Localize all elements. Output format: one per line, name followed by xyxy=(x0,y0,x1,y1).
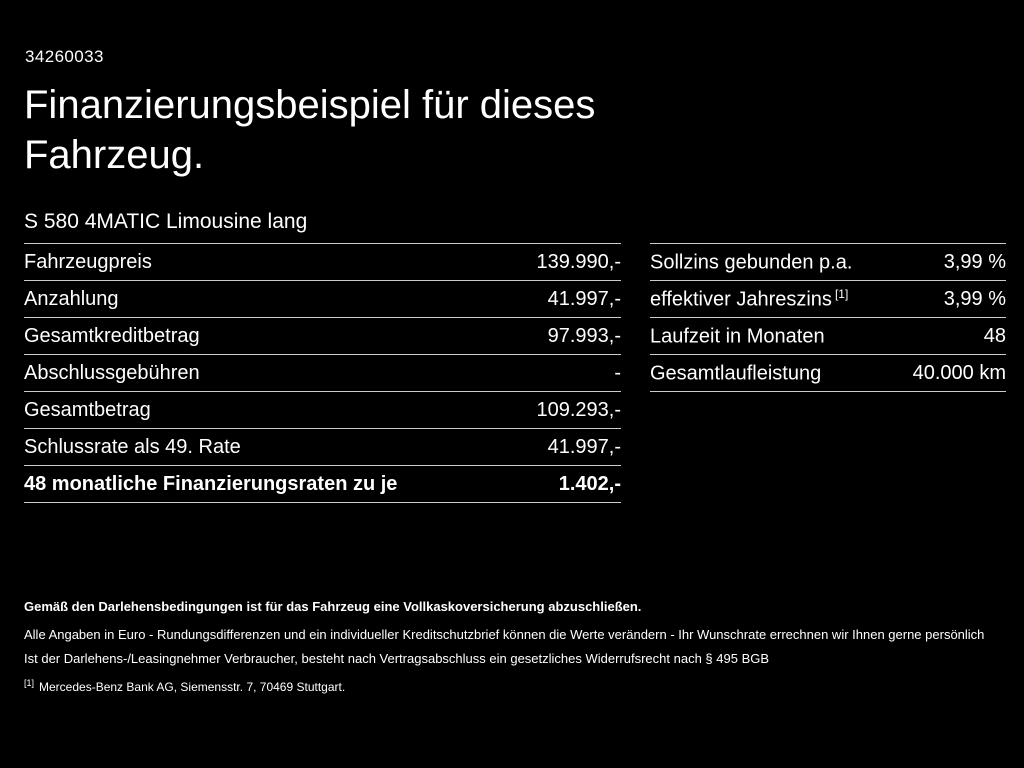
vehicle-model: S 580 4MATIC Limousine lang xyxy=(24,210,308,233)
row-value: 41.997,- xyxy=(547,435,621,458)
page-title: Finanzierungsbeispiel für dieses Fahrzeu… xyxy=(24,83,596,177)
table-row: Gesamtlaufleistung 40.000 km xyxy=(650,354,1006,391)
legal-footer: Gemäß den Darlehensbedingungen ist für d… xyxy=(24,599,1004,694)
table-row: Schlussrate als 49. Rate 41.997,- xyxy=(24,428,621,465)
table-row: Fahrzeugpreis 139.990,- xyxy=(24,243,621,280)
footnote-ref: [1] xyxy=(834,286,849,301)
row-label: Abschlussgebühren xyxy=(24,361,200,384)
row-value: 40.000 km xyxy=(912,361,1006,384)
row-label: 48 monatliche Finanzierungsraten zu je xyxy=(24,472,398,495)
table-row: Abschlussgebühren - xyxy=(24,354,621,391)
table-row-monthly-rate: 48 monatliche Finanzierungsraten zu je 1… xyxy=(24,465,621,502)
row-value: 48 xyxy=(983,324,1006,347)
row-value: 109.293,- xyxy=(536,398,621,421)
footnote-ref: [1] xyxy=(24,678,35,688)
row-label: Sollzins gebunden p.a. xyxy=(650,251,853,274)
financing-table-right: Sollzins gebunden p.a. 3,99 % effektiver… xyxy=(650,243,1006,392)
footer-bank-reference: [1] Mercedes-Benz Bank AG, Siemensstr. 7,… xyxy=(24,678,346,694)
table-row: Laufzeit in Monaten 48 xyxy=(650,317,1006,354)
row-value: 41.997,- xyxy=(547,287,621,310)
row-label: Fahrzeugpreis xyxy=(24,250,152,273)
row-label: effektiver Jahreszins [1] xyxy=(650,286,849,311)
row-value: 97.993,- xyxy=(547,324,621,347)
table-row: Gesamtkreditbetrag 97.993,- xyxy=(24,317,621,354)
row-label: Anzahlung xyxy=(24,287,119,310)
row-label: Gesamtlaufleistung xyxy=(650,362,822,385)
row-label: Schlussrate als 49. Rate xyxy=(24,435,241,458)
footer-disclaimer: Alle Angaben in Euro - Rundungsdifferenz… xyxy=(24,627,985,642)
row-label: Laufzeit in Monaten xyxy=(650,325,825,348)
row-label: Gesamtkreditbetrag xyxy=(24,324,200,347)
financing-tables: Fahrzeugpreis 139.990,- Anzahlung 41.997… xyxy=(24,243,1006,503)
document-id: 34260033 xyxy=(25,47,104,66)
row-value: - xyxy=(614,361,621,384)
row-value: 3,99 % xyxy=(943,287,1006,310)
financing-table-left: Fahrzeugpreis 139.990,- Anzahlung 41.997… xyxy=(24,243,621,503)
table-row: Gesamtbetrag 109.293,- xyxy=(24,391,621,428)
row-value: 139.990,- xyxy=(536,250,621,273)
footer-withdrawal-note: Ist der Darlehens-/Leasingnehmer Verbrau… xyxy=(24,651,770,666)
row-value: 1.402,- xyxy=(558,472,621,495)
footer-insurance-note: Gemäß den Darlehensbedingungen ist für d… xyxy=(24,599,642,614)
table-row: Sollzins gebunden p.a. 3,99 % xyxy=(650,243,1006,280)
table-row: Anzahlung 41.997,- xyxy=(24,280,621,317)
row-label: Gesamtbetrag xyxy=(24,398,151,421)
row-value: 3,99 % xyxy=(943,250,1006,273)
table-row: effektiver Jahreszins [1] 3,99 % xyxy=(650,280,1006,317)
